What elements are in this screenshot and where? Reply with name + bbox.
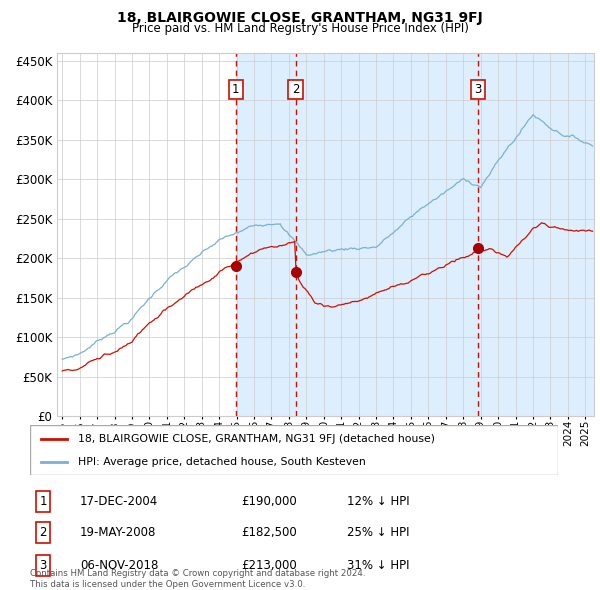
Text: 18, BLAIRGOWIE CLOSE, GRANTHAM, NG31 9FJ (detached house): 18, BLAIRGOWIE CLOSE, GRANTHAM, NG31 9FJ… [77,434,434,444]
Text: £182,500: £182,500 [241,526,297,539]
Text: 1: 1 [40,495,47,508]
Text: 3: 3 [40,559,47,572]
Text: Contains HM Land Registry data © Crown copyright and database right 2024.
This d: Contains HM Land Registry data © Crown c… [30,569,365,589]
Text: 19-MAY-2008: 19-MAY-2008 [80,526,157,539]
Text: 2: 2 [292,83,299,96]
Text: 2: 2 [40,526,47,539]
Text: 3: 3 [475,83,482,96]
Text: 06-NOV-2018: 06-NOV-2018 [80,559,158,572]
Text: 18, BLAIRGOWIE CLOSE, GRANTHAM, NG31 9FJ: 18, BLAIRGOWIE CLOSE, GRANTHAM, NG31 9FJ [117,11,483,25]
Text: 25% ↓ HPI: 25% ↓ HPI [347,526,409,539]
Text: 17-DEC-2004: 17-DEC-2004 [80,495,158,508]
Text: 31% ↓ HPI: 31% ↓ HPI [347,559,409,572]
FancyBboxPatch shape [30,425,558,475]
Text: £190,000: £190,000 [241,495,297,508]
Text: HPI: Average price, detached house, South Kesteven: HPI: Average price, detached house, Sout… [77,457,365,467]
Text: 12% ↓ HPI: 12% ↓ HPI [347,495,409,508]
Text: Price paid vs. HM Land Registry's House Price Index (HPI): Price paid vs. HM Land Registry's House … [131,22,469,35]
Text: £213,000: £213,000 [241,559,297,572]
Bar [236,53,594,416]
Text: 1: 1 [232,83,239,96]
